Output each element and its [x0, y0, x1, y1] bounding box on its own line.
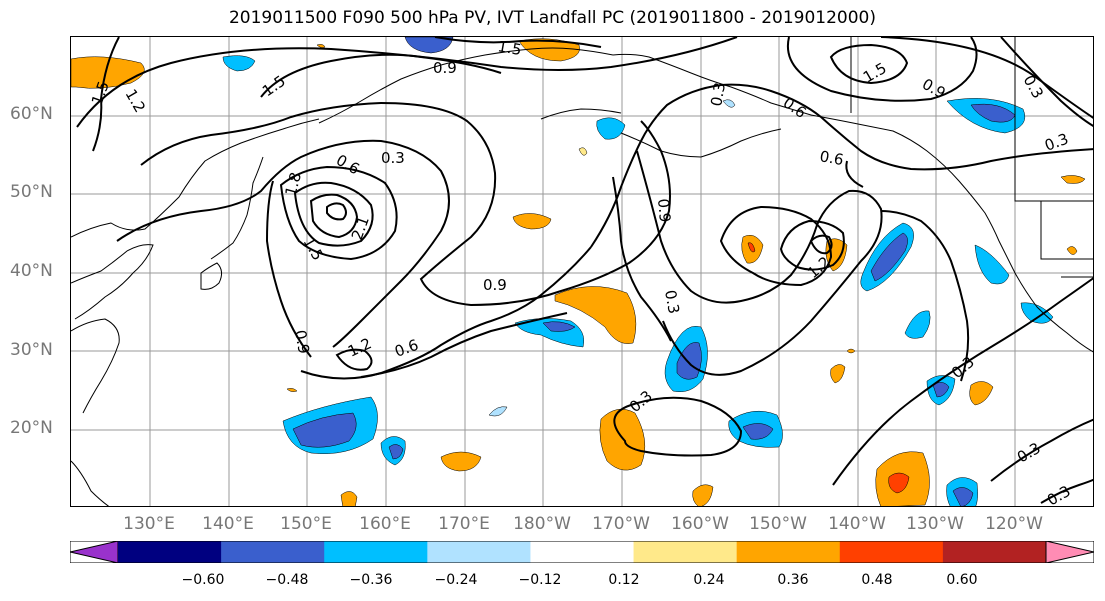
coastlines: [71, 37, 1093, 506]
lon-label-160w: 160°W: [671, 514, 729, 534]
contour-labels: 1.5 1.2 0.9 1.5 1.5 0.6 0.3 1.8 1.5 2.1 …: [88, 37, 1074, 507]
contour-label: 2.1: [348, 214, 373, 243]
colorbar-tick: 0.48: [861, 572, 893, 588]
map-panel: 1.5 1.2 0.9 1.5 1.5 0.6 0.3 1.8 1.5 2.1 …: [70, 36, 1094, 507]
colorbar-extend-high: [1045, 541, 1094, 563]
lon-label-170e: 170°E: [438, 514, 490, 534]
colorbar-tick: 0.36: [777, 572, 809, 588]
colorbar-extend-low: [70, 541, 119, 563]
contour-label: 0.6: [392, 336, 421, 361]
lon-label-160e: 160°E: [359, 514, 411, 534]
map-title: 2019011500 F090 500 hPa PV, IVT Landfall…: [228, 8, 876, 28]
contour-label: 0.9: [433, 59, 457, 77]
colorbar-bin: [633, 541, 738, 563]
lon-label-170w: 170°W: [592, 514, 650, 534]
colorbar-tick: −0.12: [518, 572, 562, 588]
lon-label-150e: 150°E: [280, 514, 332, 534]
map-svg: 1.5 1.2 0.9 1.5 1.5 0.6 0.3 1.8 1.5 2.1 …: [71, 37, 1093, 507]
colorbar-tick: 0.60: [946, 572, 978, 588]
ivt-shading: [71, 37, 1086, 506]
lat-label-40n: 40°N: [10, 261, 53, 281]
contour-label: 0.3: [707, 81, 729, 108]
colorbar: [70, 541, 1094, 563]
lon-label-120w: 120°W: [985, 514, 1043, 534]
contour-label: 0.9: [483, 276, 507, 294]
contour-label: 0.9: [919, 75, 949, 103]
colorbar-bin: [736, 541, 841, 563]
colorbar-tick: 0.24: [693, 572, 725, 588]
contour-label: 1.5: [300, 234, 328, 264]
lat-label-50n: 50°N: [10, 182, 53, 202]
contour-label: 0.6: [333, 151, 363, 179]
colorbar-bin: [942, 541, 1047, 563]
lon-label-140w: 140°W: [828, 514, 886, 534]
colorbar-bin: [427, 541, 531, 563]
contour-label: 1.5: [496, 37, 523, 59]
graticule: [71, 37, 1093, 506]
lon-label-180w: 180°W: [513, 514, 571, 534]
lat-label-60n: 60°N: [10, 104, 53, 124]
colorbar-tick: −0.48: [265, 572, 309, 588]
contour-label: 0.3: [1020, 72, 1048, 102]
colorbar-tick: −0.24: [434, 572, 478, 588]
lon-label-130w: 130°W: [906, 514, 964, 534]
contour-label: 0.6: [818, 147, 845, 169]
pv-contours: [76, 37, 1093, 504]
lat-label-20n: 20°N: [10, 418, 53, 438]
lon-label-150w: 150°W: [749, 514, 807, 534]
contour-label: 1.2: [122, 86, 150, 116]
lon-label-130e: 130°E: [123, 514, 175, 534]
contour-label: 0.3: [1044, 482, 1074, 507]
colorbar-bin: [530, 541, 635, 563]
lon-label-140e: 140°E: [202, 514, 254, 534]
colorbar-bin: [221, 541, 325, 563]
colorbar-bin: [118, 541, 222, 563]
contour-label: 1.8: [281, 170, 305, 198]
colorbar-tick: −0.36: [349, 572, 393, 588]
colorbar-tick: −0.60: [181, 572, 225, 588]
colorbar-tick: 0.12: [608, 572, 640, 588]
contour-label: 0.9: [654, 198, 674, 223]
colorbar-bin: [839, 541, 944, 563]
contour-label: 0.3: [661, 289, 683, 316]
contour-label: 0.9: [291, 329, 313, 356]
contour-label: 0.6: [780, 94, 810, 122]
colorbar-bin: [324, 541, 428, 563]
lat-label-30n: 30°N: [10, 340, 53, 360]
contour-label: 0.3: [1014, 439, 1044, 467]
contour-label: 0.3: [381, 149, 405, 167]
